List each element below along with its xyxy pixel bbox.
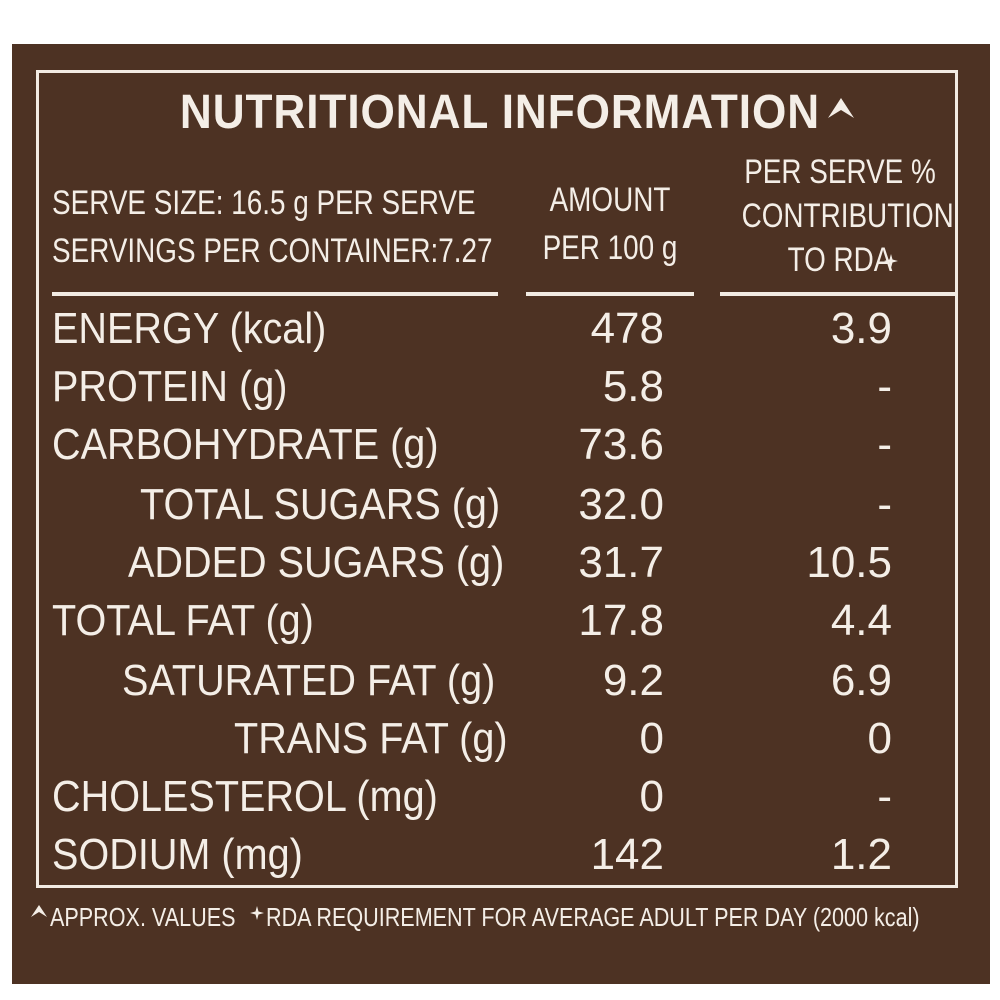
rda-header-line1: PER SERVE % (744, 153, 936, 191)
nutrient-label: PROTEIN (g) (52, 362, 288, 411)
nutrient-label: ENERGY (kcal) (52, 304, 327, 353)
amount-header-line2: PER 100 g (542, 229, 678, 267)
header-rule-nutrient (52, 292, 498, 296)
rda-value: - (877, 362, 892, 411)
rda-value: 1.2 (830, 830, 892, 879)
approx-mark-icon (828, 98, 854, 118)
header-rule-rda (720, 292, 956, 296)
amount-value: 32.0 (578, 480, 664, 529)
approx-mark-icon (31, 905, 47, 917)
nutrient-label: CARBOHYDRATE (g) (52, 420, 439, 469)
nutrient-label: SATURATED FAT (g) (122, 656, 496, 705)
rda-value: 3.9 (830, 304, 892, 353)
nutrition-table-border (36, 70, 958, 888)
footnote-rda: RDA REQUIREMENT FOR AVERAGE ADULT PER DA… (266, 902, 920, 932)
nutrient-label: ADDED SUGARS (g) (128, 538, 505, 587)
rda-mark-icon (884, 254, 898, 268)
amount-value: 142 (590, 830, 664, 879)
footnote-approx: APPROX. VALUES (50, 902, 236, 932)
rda-header-line3: TO RDA (787, 241, 893, 279)
serve-size-text: SERVE SIZE: 16.5 g PER SERVE (52, 184, 476, 222)
rda-value: 10.5 (806, 538, 892, 587)
rda-value: 0 (867, 714, 892, 763)
rda-value: - (877, 772, 892, 821)
rda-value: - (877, 480, 892, 529)
rda-value: - (877, 420, 892, 469)
nutrient-label: TOTAL SUGARS (g) (140, 480, 501, 529)
table-title: NUTRITIONAL INFORMATION (179, 86, 821, 139)
nutrient-label: TRANS FAT (g) (234, 714, 508, 763)
amount-value: 478 (590, 304, 664, 353)
header-rule-amount (526, 292, 694, 296)
amount-value: 17.8 (578, 596, 664, 645)
rda-value: 6.9 (830, 656, 892, 705)
nutrient-label: CHOLESTEROL (mg) (52, 772, 438, 821)
amount-value: 5.8 (602, 362, 664, 411)
nutrient-label: SODIUM (mg) (52, 830, 303, 879)
amount-value: 0 (639, 714, 664, 763)
amount-value: 31.7 (578, 538, 664, 587)
amount-header-line1: AMOUNT (549, 181, 671, 219)
rda-header-line2: CONTRIBUTION (741, 197, 954, 235)
amount-value: 73.6 (578, 420, 664, 469)
amount-value: 0 (639, 772, 664, 821)
nutrition-panel (12, 44, 990, 984)
servings-per-container-text: SERVINGS PER CONTAINER:7.27 (52, 232, 493, 270)
amount-value: 9.2 (602, 656, 664, 705)
rda-value: 4.4 (830, 596, 892, 645)
nutrient-label: TOTAL FAT (g) (52, 596, 314, 645)
rda-mark-icon (250, 906, 264, 920)
